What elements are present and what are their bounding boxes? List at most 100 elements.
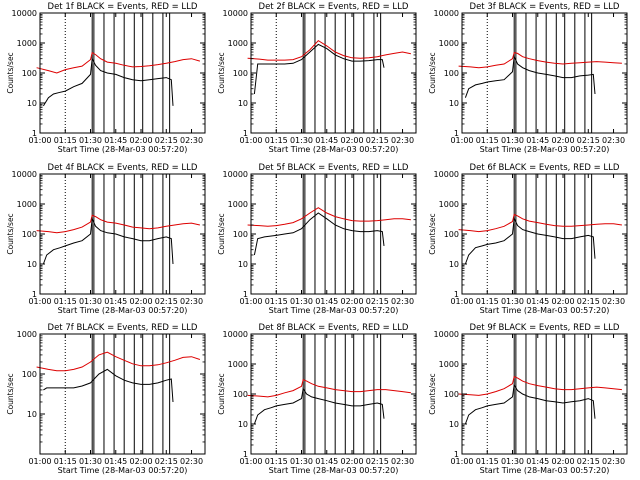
x-tick-label: 01:30 <box>79 136 102 145</box>
y-tick-label: 10 <box>27 99 37 108</box>
panel-title: Det 3f BLACK = Events, RED = LLD <box>470 2 620 12</box>
y-tick-label: 100 <box>22 230 37 239</box>
x-tick-label: 02:15 <box>577 297 600 306</box>
y-axis-label: Counts/sec <box>428 52 437 93</box>
y-tick-label: 1000 <box>439 200 459 209</box>
y-tick-label: 100 <box>444 390 459 399</box>
marker-lines <box>64 334 171 454</box>
x-tick-label: 01:15 <box>54 457 77 466</box>
y-tick-label: 1 <box>243 129 248 138</box>
plot-frame <box>39 173 206 295</box>
x-tick-label: 01:30 <box>290 297 313 306</box>
y-tick-label: 1000 <box>17 200 37 209</box>
red-series-line <box>458 52 622 69</box>
red-series-line <box>247 379 411 398</box>
red-series-line <box>36 51 201 74</box>
y-tick-label: 1 <box>243 450 248 459</box>
x-tick-label: 01:30 <box>79 457 102 466</box>
plot-frame <box>39 333 206 455</box>
y-tick-label: 10000 <box>12 170 37 179</box>
y-tick-label: 10000 <box>223 330 248 339</box>
x-axis-label: Start Time (28-Mar-03 00:57:20) <box>269 466 399 475</box>
x-tick-label: 02:30 <box>180 136 203 145</box>
x-tick-label: 01:00 <box>239 136 262 145</box>
y-tick-label: 1000 <box>17 39 37 48</box>
red-series-line <box>247 39 411 61</box>
y-tick-label: 100 <box>233 69 248 78</box>
x-tick-label: 02:00 <box>551 297 574 306</box>
x-tick-label: 01:00 <box>239 297 262 306</box>
x-tick-label: 01:45 <box>315 457 338 466</box>
x-tick-label: 01:15 <box>476 457 499 466</box>
y-tick-label: 1000 <box>439 39 459 48</box>
y-axis-label: Counts/sec <box>428 373 437 414</box>
y-tick-label: 1 <box>32 129 37 138</box>
y-tick-label: 1000 <box>17 330 37 339</box>
marker-lines <box>486 334 593 454</box>
x-tick-label: 02:00 <box>129 136 152 145</box>
plot-frame <box>250 173 417 295</box>
y-tick-label: 10000 <box>223 170 248 179</box>
y-tick-label: 10 <box>238 260 248 269</box>
y-tick-label: 10000 <box>12 9 37 18</box>
y-tick-label: 100 <box>233 390 248 399</box>
y-tick-label: 10 <box>449 420 459 429</box>
y-tick-label: 10000 <box>434 9 459 18</box>
x-tick-label: 01:00 <box>28 297 51 306</box>
x-tick-label: 01:00 <box>28 457 51 466</box>
x-tick-label: 01:30 <box>501 136 524 145</box>
x-tick-label: 01:00 <box>239 457 262 466</box>
x-axis-label: Start Time (28-Mar-03 00:57:20) <box>58 466 188 475</box>
marker-lines <box>275 174 382 294</box>
x-tick-label: 01:15 <box>54 136 77 145</box>
y-tick-label: 10 <box>27 260 37 269</box>
marker-lines <box>64 174 171 294</box>
x-tick-label: 01:15 <box>265 297 288 306</box>
x-tick-label: 01:15 <box>265 136 288 145</box>
red-series-line <box>36 351 201 372</box>
x-tick-label: 01:45 <box>315 136 338 145</box>
y-tick-label: 1000 <box>228 200 248 209</box>
y-tick-label: 10000 <box>223 9 248 18</box>
y-tick-label: 10 <box>238 99 248 108</box>
black-series-line <box>253 387 385 425</box>
marker-lines <box>64 13 171 133</box>
x-tick-label: 02:15 <box>577 457 600 466</box>
y-tick-label: 100 <box>444 230 459 239</box>
x-tick-label: 01:15 <box>476 136 499 145</box>
x-tick-label: 01:45 <box>104 457 127 466</box>
y-tick-label: 10000 <box>434 330 459 339</box>
y-axis-label: Counts/sec <box>217 213 226 254</box>
y-tick-label: 1 <box>454 129 459 138</box>
y-tick-label: 1000 <box>439 360 459 369</box>
black-series-line <box>42 216 174 265</box>
x-tick-label: 02:30 <box>602 297 625 306</box>
y-tick-label: 10 <box>27 410 37 419</box>
x-tick-label: 01:00 <box>450 457 473 466</box>
x-tick-label: 02:00 <box>129 297 152 306</box>
y-tick-label: 10 <box>449 99 459 108</box>
panel-title: Det 1f BLACK = Events, RED = LLD <box>48 2 198 12</box>
x-axis-label: Start Time (28-Mar-03 00:57:20) <box>58 145 188 154</box>
x-axis-label: Start Time (28-Mar-03 00:57:20) <box>269 306 399 315</box>
x-tick-label: 02:15 <box>577 136 600 145</box>
y-axis-label: Counts/sec <box>428 213 437 254</box>
x-tick-label: 02:15 <box>155 457 178 466</box>
x-tick-label: 01:45 <box>104 136 127 145</box>
x-axis-label: Start Time (28-Mar-03 00:57:20) <box>480 145 610 154</box>
y-tick-label: 100 <box>22 370 37 379</box>
marker-lines <box>275 334 382 454</box>
y-tick-label: 1 <box>454 450 459 459</box>
y-tick-label: 10 <box>449 260 459 269</box>
red-series-line <box>247 207 411 227</box>
x-tick-label: 01:30 <box>290 136 313 145</box>
y-axis-label: Counts/sec <box>6 213 15 254</box>
x-tick-label: 02:30 <box>180 297 203 306</box>
